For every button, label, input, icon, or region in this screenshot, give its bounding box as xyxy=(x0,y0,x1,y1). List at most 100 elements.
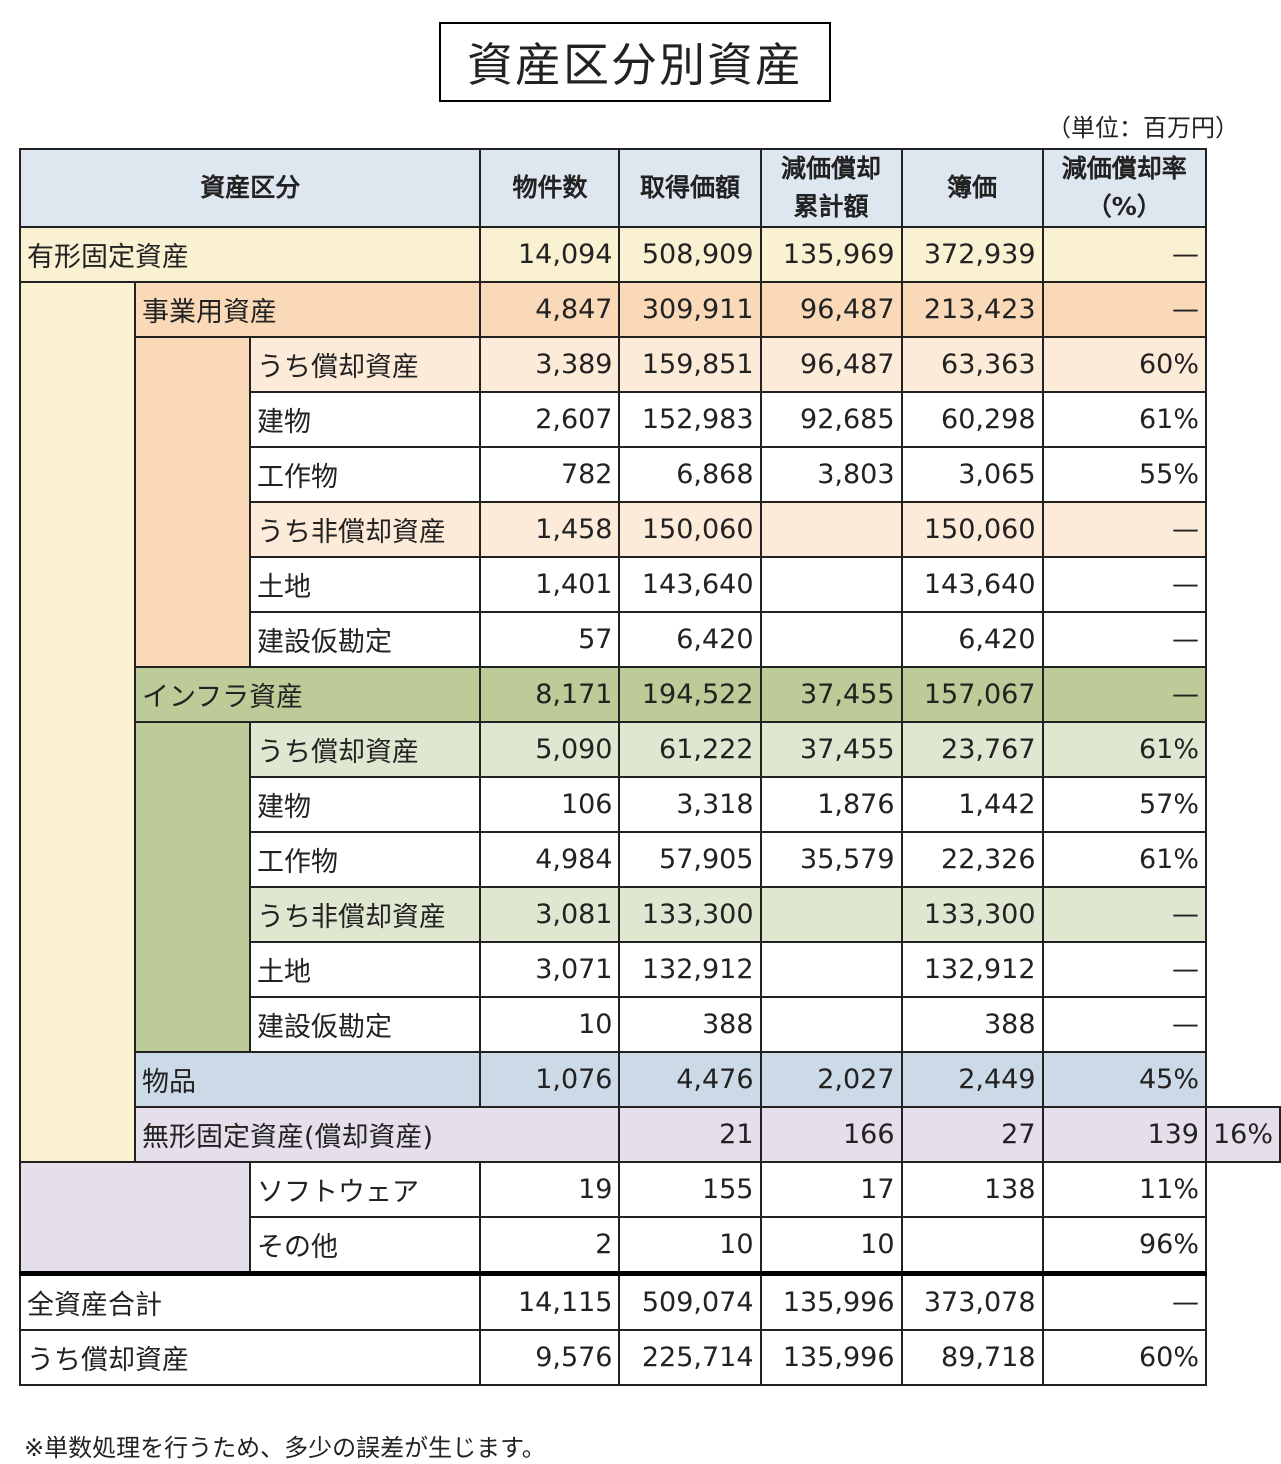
row-label: 全資産合計 xyxy=(18,1271,482,1331)
cell-count: 3,071 xyxy=(479,941,621,998)
table-row: 無形固定資産(償却資産) 21 166 27 139 16% xyxy=(20,1106,1281,1163)
cell-acquisition: 309,911 xyxy=(618,281,762,338)
cell-book-value xyxy=(900,1216,1044,1275)
cell-acquisition: 155 xyxy=(618,1161,762,1218)
cell-count: 21 xyxy=(618,1106,762,1163)
cell-count: 1,458 xyxy=(479,501,621,558)
row-label: 工作物 xyxy=(248,446,482,503)
cell-rate: 57% xyxy=(1041,776,1207,833)
footnote: ※単数処理を行うため、多少の誤差が生じます。 xyxy=(24,1434,546,1462)
row-label: ソフトウェア xyxy=(248,1161,482,1218)
cell-depreciation xyxy=(759,996,903,1053)
header-category: 資産区分 xyxy=(18,148,482,228)
row-label: その他 xyxy=(248,1216,482,1275)
cell-depreciation: 135,996 xyxy=(759,1329,903,1386)
cell-depreciation: 27 xyxy=(900,1106,1044,1163)
table-row: うち償却資産 5,090 61,222 37,455 23,767 61% xyxy=(20,721,1280,1053)
cell-acquisition: 132,912 xyxy=(618,941,762,998)
table-row: インフラ資産 8,171 194,522 37,455 157,067 — xyxy=(20,666,1280,723)
cell-rate: — xyxy=(1041,941,1207,998)
cell-count: 106 xyxy=(479,776,621,833)
page-title: 資産区分別資産 xyxy=(439,22,831,102)
row-label: うち非償却資産 xyxy=(248,886,482,943)
infra-indent xyxy=(133,721,251,1053)
cell-rate: — xyxy=(1041,226,1207,283)
cell-book-value: 150,060 xyxy=(900,501,1044,558)
row-label: 建物 xyxy=(248,391,482,448)
cell-acquisition: 152,983 xyxy=(618,391,762,448)
cell-depreciation: 135,996 xyxy=(759,1271,903,1331)
cell-book-value: 1,442 xyxy=(900,776,1044,833)
row-label: 土地 xyxy=(248,941,482,998)
row-label: 工作物 xyxy=(248,831,482,888)
cell-depreciation xyxy=(759,886,903,943)
cell-rate: 60% xyxy=(1041,336,1207,393)
cell-book-value: 3,065 xyxy=(900,446,1044,503)
cell-book-value: 22,326 xyxy=(900,831,1044,888)
cell-acquisition: 57,905 xyxy=(618,831,762,888)
row-label: 建設仮勘定 xyxy=(248,996,482,1053)
cell-book-value: 213,423 xyxy=(900,281,1044,338)
cell-book-value: 372,939 xyxy=(900,226,1044,283)
cell-rate: 16% xyxy=(1204,1106,1281,1163)
cell-count: 1,076 xyxy=(479,1051,621,1108)
row-label: 建物 xyxy=(248,776,482,833)
cell-depreciation: 37,455 xyxy=(759,721,903,778)
cell-count: 19 xyxy=(479,1161,621,1218)
header-rate: 減価償却率 （%） xyxy=(1041,148,1207,228)
cell-count: 1,401 xyxy=(479,556,621,613)
cell-depreciation xyxy=(759,941,903,998)
cell-count: 14,115 xyxy=(479,1271,621,1331)
cell-book-value: 143,640 xyxy=(900,556,1044,613)
table-row: うち償却資産 3,389 159,851 96,487 63,363 60% xyxy=(20,336,1280,668)
total-row: 全資産合計 14,115 509,074 135,996 373,078 — xyxy=(18,1271,1280,1331)
cell-book-value: 139 xyxy=(1041,1106,1207,1163)
total-row: うち償却資産 9,576 225,714 135,996 89,718 60% xyxy=(18,1329,1280,1386)
cell-acquisition: 10 xyxy=(618,1216,762,1275)
table-row: ソフトウェア 19 155 17 138 11% xyxy=(19,1161,1280,1275)
cell-rate: — xyxy=(1041,281,1207,338)
row-label: 無形固定資産(償却資産) xyxy=(133,1106,621,1163)
cell-book-value: 157,067 xyxy=(900,666,1044,723)
cell-acquisition: 166 xyxy=(759,1106,903,1163)
cell-depreciation xyxy=(759,501,903,558)
cell-depreciation: 92,685 xyxy=(759,391,903,448)
cell-rate: 55% xyxy=(1041,446,1207,503)
cell-count: 10 xyxy=(479,996,621,1053)
cell-rate: 45% xyxy=(1041,1051,1207,1108)
cell-rate: 60% xyxy=(1041,1329,1207,1386)
cell-count: 14,094 xyxy=(479,226,621,283)
cell-depreciation: 135,969 xyxy=(759,226,903,283)
table-row: うち非償却資産 3,081 133,300 133,300 — xyxy=(20,886,1280,943)
cell-acquisition: 509,074 xyxy=(618,1271,762,1331)
row-label: インフラ資産 xyxy=(133,666,482,723)
cell-depreciation: 37,455 xyxy=(759,666,903,723)
row-label: 土地 xyxy=(248,556,482,613)
row-label: 有形固定資産 xyxy=(18,226,482,283)
cell-rate: — xyxy=(1041,501,1207,558)
cell-rate: 61% xyxy=(1041,831,1207,888)
header-book-value: 簿価 xyxy=(900,148,1044,228)
cell-count: 57 xyxy=(479,611,621,668)
cell-rate: — xyxy=(1041,666,1207,723)
cell-book-value: 2,449 xyxy=(900,1051,1044,1108)
cell-book-value: 60,298 xyxy=(900,391,1044,448)
cell-book-value: 132,912 xyxy=(900,941,1044,998)
row-label: うち償却資産 xyxy=(248,721,482,778)
cell-rate: — xyxy=(1041,611,1207,668)
row-label: うち償却資産 xyxy=(248,336,482,393)
unit-label: （単位：百万円） xyxy=(1047,114,1239,142)
row-label: 事業用資産 xyxy=(133,281,482,338)
cell-count: 2 xyxy=(479,1216,621,1275)
cell-acquisition: 388 xyxy=(618,996,762,1053)
cell-count: 4,847 xyxy=(479,281,621,338)
cell-rate: — xyxy=(1041,1271,1207,1331)
row-label: うち非償却資産 xyxy=(248,501,482,558)
cell-rate: — xyxy=(1041,996,1207,1053)
row-label: 物品 xyxy=(133,1051,482,1108)
table-row: 建物 2,607 152,983 92,685 60,298 61% xyxy=(20,391,1280,448)
cell-book-value: 373,078 xyxy=(900,1271,1044,1331)
cell-book-value: 6,420 xyxy=(900,611,1044,668)
cell-depreciation xyxy=(759,556,903,613)
cell-count: 9,576 xyxy=(479,1329,621,1386)
